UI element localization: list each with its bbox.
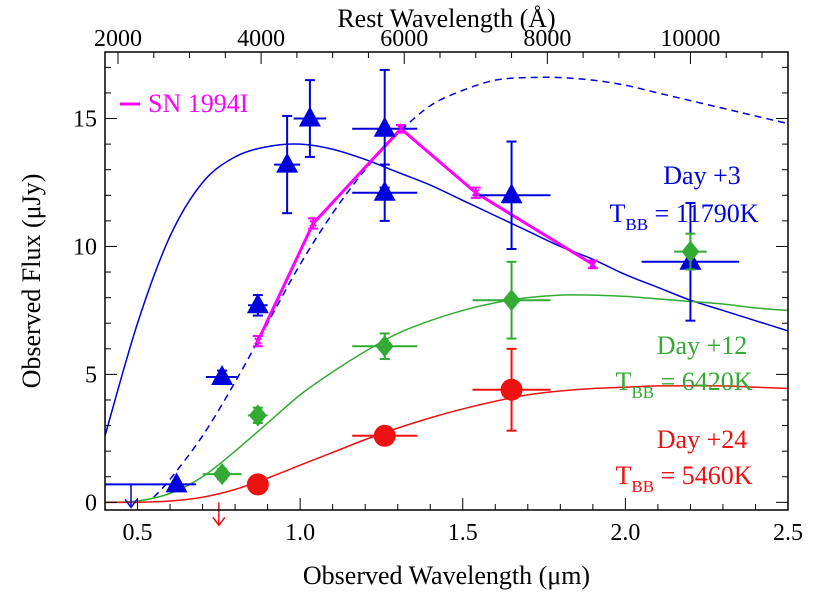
circle-point bbox=[500, 378, 523, 401]
triangle-point bbox=[165, 472, 188, 493]
temp-prefix: T bbox=[615, 461, 631, 490]
upper-limit-arrow-0 bbox=[124, 498, 138, 509]
top-tick-label: 10000 bbox=[660, 26, 720, 52]
annotation-day-2: Day +24 bbox=[657, 425, 747, 454]
top-tick-label: 6000 bbox=[380, 26, 428, 52]
top-tick-label: 8000 bbox=[523, 26, 571, 52]
triangle-point bbox=[373, 116, 396, 137]
model-curve-2 bbox=[105, 294, 788, 504]
triangle-point bbox=[276, 152, 299, 173]
axes bbox=[104, 51, 789, 511]
triangle-point bbox=[373, 180, 396, 201]
triangle-point bbox=[211, 364, 234, 385]
model-curve-0 bbox=[105, 143, 788, 437]
x-tick-label: 2.5 bbox=[773, 520, 803, 546]
series-sn-1994i bbox=[252, 123, 598, 348]
upper-limit-arrow-0 bbox=[212, 516, 226, 527]
top-axis-title: Rest Wavelength (Å) bbox=[337, 4, 555, 33]
triangle-point bbox=[500, 183, 523, 204]
temp-value: = 6420K bbox=[654, 367, 753, 396]
annotation-day-1: Day +12 bbox=[657, 331, 747, 360]
temp-prefix: T bbox=[615, 367, 631, 396]
diamond-point bbox=[213, 463, 232, 486]
y-tick-label: 5 bbox=[85, 362, 97, 388]
triangle-point bbox=[246, 293, 269, 314]
x-point bbox=[397, 125, 405, 133]
x-point bbox=[589, 260, 597, 269]
model-curve-1 bbox=[153, 76, 788, 498]
series-day-12 bbox=[202, 232, 707, 486]
y-tick-label: 0 bbox=[85, 490, 97, 516]
x-point bbox=[309, 219, 317, 228]
diamond-point bbox=[375, 335, 394, 358]
temp-prefix: T bbox=[609, 199, 625, 228]
diamond-point bbox=[681, 240, 700, 263]
top-tick-label: 4000 bbox=[237, 26, 285, 52]
annotation-temp-2: TBB = 5460K bbox=[615, 461, 752, 496]
x-tick-label: 1.0 bbox=[285, 520, 315, 546]
y-tick-label: 15 bbox=[73, 107, 97, 133]
x-tick-label: 0.5 bbox=[123, 520, 153, 546]
temp-subscript: BB bbox=[631, 477, 654, 496]
annotation-temp-1: TBB = 6420K bbox=[615, 367, 752, 402]
temp-value: = 11790K bbox=[648, 199, 759, 228]
y-tick-label: 10 bbox=[73, 234, 97, 260]
circle-point bbox=[373, 424, 396, 447]
annotation-day-0: Day +3 bbox=[663, 161, 740, 190]
series-day-24 bbox=[212, 347, 551, 527]
chart-text: 0.5 1.0 1.5 2.0 2.5 0 5 10 15 2000 4000 6000 8000 100… bbox=[17, 4, 803, 590]
top-tick-label: 2000 bbox=[94, 26, 142, 52]
x-point bbox=[254, 337, 262, 345]
triangle-point bbox=[298, 106, 321, 127]
plot-frame bbox=[104, 51, 789, 511]
circle-point bbox=[246, 473, 269, 496]
data-points bbox=[105, 68, 740, 527]
diamond-point bbox=[502, 289, 521, 312]
x-tick-label: 2.0 bbox=[610, 520, 640, 546]
sn1994i-line bbox=[256, 126, 594, 342]
temp-subscript: BB bbox=[631, 383, 654, 402]
y-axis-title: Observed Flux (μJy) bbox=[17, 174, 46, 389]
series-day-3 bbox=[105, 68, 740, 509]
temp-value: = 5460K bbox=[654, 461, 753, 490]
temp-subscript: BB bbox=[625, 215, 648, 234]
legend-label: SN 1994I bbox=[148, 89, 248, 118]
annotation-temp-0: TBB = 11790K bbox=[609, 199, 758, 234]
diamond-point bbox=[248, 404, 267, 427]
x-axis-title: Observed Wavelength (μm) bbox=[303, 561, 590, 590]
model-curve-3 bbox=[105, 385, 788, 504]
x-tick-label: 1.5 bbox=[448, 520, 478, 546]
x-point bbox=[472, 189, 480, 197]
